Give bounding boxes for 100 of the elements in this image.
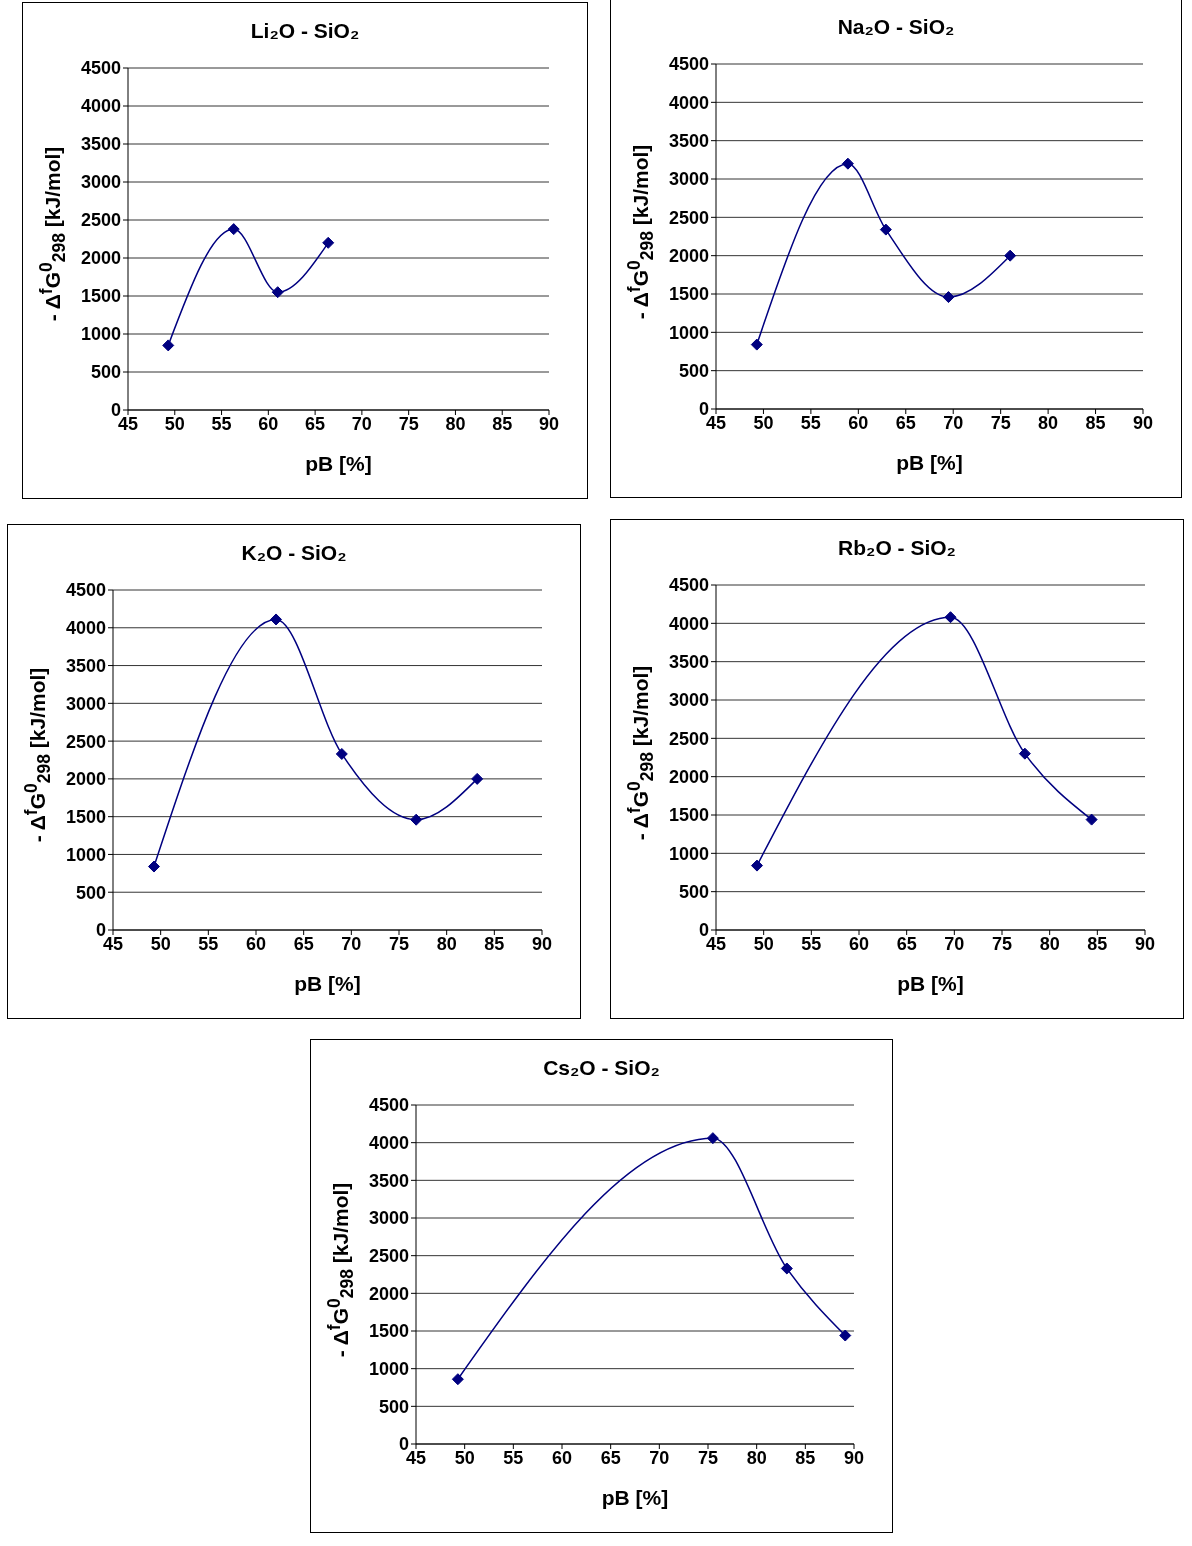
y-tick-label: 2000 [668, 767, 709, 788]
x-tick-label: 60 [258, 413, 279, 434]
x-tick-label: 65 [293, 933, 314, 954]
y-tick-label: 1500 [668, 805, 709, 826]
point [322, 236, 335, 249]
x-tick-label: 60 [848, 933, 870, 954]
point [162, 339, 175, 352]
x-tick-label: 85 [484, 933, 505, 954]
x-axis-title: pB [%] [896, 972, 965, 996]
point [1085, 813, 1098, 826]
x-tick-label: 70 [351, 413, 372, 434]
x-tick-label: 80 [445, 413, 466, 434]
y-tick-label: 2500 [368, 1246, 409, 1267]
y-tick-label: 3500 [368, 1170, 409, 1191]
y-tick-label: 3000 [668, 690, 709, 711]
y-tick-label: 4500 [65, 580, 106, 601]
x-tick-label: 50 [454, 1447, 475, 1468]
point [879, 223, 892, 236]
point [841, 157, 854, 170]
y-tick-label: 4500 [80, 58, 121, 79]
point [1018, 747, 1031, 760]
x-tick-label: 55 [800, 412, 821, 433]
point [1004, 249, 1017, 262]
point [706, 1132, 719, 1145]
y-tick-label: 4500 [368, 1095, 409, 1116]
y-tick-label: 500 [678, 882, 709, 903]
y-tick-label: 2000 [668, 246, 709, 267]
x-tick-label: 75 [388, 933, 410, 954]
y-tick-label: 2500 [668, 728, 709, 749]
point [227, 223, 240, 236]
x-tick-label: 65 [305, 413, 326, 434]
x-tick-label: 80 [746, 1447, 767, 1468]
y-tick-label: 4000 [668, 613, 709, 634]
y-tick-label: 3000 [368, 1208, 409, 1229]
point [451, 1373, 464, 1386]
x-tick-label: 80 [1038, 412, 1059, 433]
y-tick-label: 1500 [80, 286, 121, 307]
point [410, 813, 423, 826]
y-tick-label: 2500 [668, 207, 709, 228]
x-tick-label: 50 [753, 933, 774, 954]
x-tick-label: 50 [753, 412, 774, 433]
y-tick-label: 3000 [65, 693, 106, 714]
y-tick-label: 2500 [65, 731, 106, 752]
x-tick-label: 60 [848, 412, 869, 433]
y-tick-label: 1500 [668, 284, 709, 305]
chart-title: Cs₂O - SiO₂ [542, 1056, 661, 1080]
x-tick-label: 65 [896, 933, 917, 954]
x-axis-title: pB [%] [293, 972, 362, 996]
y-tick-label: 500 [378, 1396, 409, 1417]
y-tick-label: 0 [698, 920, 709, 941]
x-tick-label: 55 [801, 933, 822, 954]
x-tick-label: 75 [398, 413, 419, 434]
chart-title: Rb₂O - SiO₂ [837, 536, 957, 560]
y-tick-label: 0 [398, 1434, 409, 1455]
x-tick-label: 90 [538, 413, 560, 434]
x-tick-label: 70 [649, 1447, 670, 1468]
x-tick-label: 65 [895, 412, 916, 433]
y-tick-label: 4000 [80, 96, 121, 117]
x-tick-label: 60 [551, 1447, 573, 1468]
point [271, 286, 284, 299]
y-tick-label: 2000 [80, 248, 121, 269]
x-tick-label: 65 [600, 1447, 621, 1468]
x-tick-label: 85 [1085, 412, 1106, 433]
chart-title: K₂O - SiO₂ [240, 541, 348, 565]
y-tick-label: 3000 [668, 169, 709, 190]
point [839, 1329, 852, 1342]
point [147, 860, 160, 873]
point [750, 859, 763, 872]
y-tick-label: 1000 [65, 844, 106, 865]
point [335, 747, 348, 760]
y-tick-label: 1500 [368, 1321, 409, 1342]
y-tick-label: 2000 [65, 769, 106, 790]
x-tick-label: 80 [1039, 933, 1060, 954]
x-tick-label: 70 [944, 933, 965, 954]
point [270, 613, 283, 626]
x-tick-label: 60 [245, 933, 267, 954]
x-axis-title: pB [%] [600, 1486, 670, 1510]
x-tick-label: 90 [531, 933, 553, 954]
x-tick-label: 55 [211, 413, 232, 434]
y-tick-label: 500 [678, 361, 709, 382]
x-tick-label: 85 [795, 1447, 816, 1468]
x-tick-label: 75 [991, 933, 1013, 954]
chart-title: Na₂O - SiO₂ [836, 15, 956, 39]
chart-title: Li₂O - SiO₂ [249, 19, 361, 43]
y-tick-label: 1500 [65, 807, 106, 828]
y-tick-label: 3500 [65, 655, 106, 676]
point [780, 1262, 793, 1275]
x-axis-title: pB [%] [304, 452, 373, 476]
y-tick-label: 4000 [65, 618, 106, 639]
y-tick-label: 500 [75, 882, 106, 903]
x-tick-label: 90 [843, 1447, 865, 1468]
x-tick-label: 80 [436, 933, 457, 954]
x-tick-label: 50 [164, 413, 185, 434]
x-tick-label: 85 [1087, 933, 1108, 954]
x-axis-title: pB [%] [895, 451, 964, 475]
y-tick-label: 500 [90, 362, 121, 383]
x-tick-label: 55 [503, 1447, 524, 1468]
point [942, 291, 955, 304]
x-tick-label: 90 [1134, 933, 1156, 954]
y-tick-label: 4500 [668, 575, 709, 596]
